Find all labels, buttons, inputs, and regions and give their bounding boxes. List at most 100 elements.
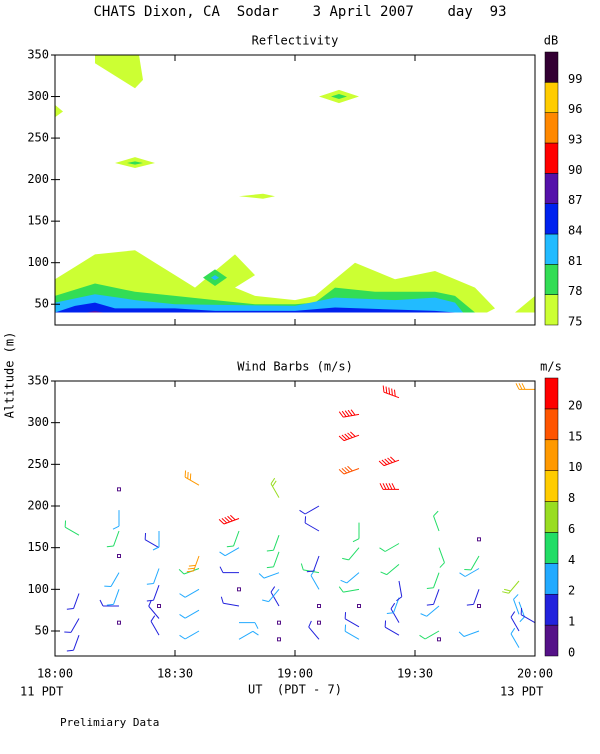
colorbar-label: 90 (568, 163, 582, 177)
wind-barb (258, 572, 280, 579)
calm-marker (477, 537, 481, 542)
reflectivity-region (55, 302, 455, 313)
reflectivity-region (515, 295, 535, 313)
wind-barb (458, 630, 480, 637)
calm-marker (317, 604, 321, 608)
wind-barb (390, 602, 400, 623)
calm-marker (117, 487, 121, 492)
wind-barb (342, 547, 360, 561)
colorbar-label: 0 (568, 646, 575, 660)
reflectivity-region (211, 275, 219, 281)
wind-barb (420, 605, 440, 617)
wind-barb (219, 547, 240, 557)
wind-barb (382, 385, 400, 399)
wind-barb (266, 551, 280, 569)
left-note: 11 PDT (20, 685, 63, 699)
wind-barb (270, 477, 280, 498)
wind-barb (513, 594, 520, 615)
calm-marker (277, 637, 281, 642)
reflectivity-region (95, 55, 143, 89)
y-tick-label: 50 (35, 624, 49, 638)
wind-barb (262, 589, 280, 603)
y-tick-label: 150 (27, 540, 49, 554)
wind-barb (386, 597, 400, 614)
calm-marker (477, 604, 481, 608)
y-tick-label: 350 (27, 48, 49, 62)
y-tick-label: 250 (27, 131, 49, 145)
wind-barb (99, 599, 119, 607)
colorbar-label: 8 (568, 491, 575, 505)
colorbar-label: 99 (568, 72, 582, 86)
wind-barb (379, 543, 400, 552)
wind-barb (146, 568, 160, 585)
y-tick-label: 50 (35, 297, 49, 311)
wind-barb (520, 607, 535, 624)
colorbar-swatch (544, 439, 559, 471)
wind-barb (396, 580, 403, 602)
wind-barb (150, 615, 160, 636)
colorbar-swatch (544, 142, 559, 174)
colorbar-label: 75 (568, 315, 582, 329)
colorbar-label: 15 (568, 429, 582, 443)
wind-barb (66, 593, 80, 610)
colorbar-label: 87 (568, 193, 582, 207)
colorbar-label: 93 (568, 133, 582, 147)
y-axis-label: Altitude (m) (3, 332, 17, 419)
calm-marker (437, 637, 441, 642)
wind-barb (338, 409, 360, 418)
wind-barb (510, 627, 520, 648)
wind-barb (220, 596, 240, 607)
wind-barb (239, 622, 259, 629)
wind-barb (308, 620, 320, 640)
wind-barb (238, 630, 259, 640)
colorbar-swatch (544, 408, 559, 441)
x-tick-label: 18:00 (37, 667, 73, 681)
reflectivity-region (127, 161, 143, 165)
wind-barb (184, 470, 200, 486)
wind-barb (338, 465, 360, 475)
wind-barb (466, 589, 480, 606)
y-tick-label: 350 (27, 374, 49, 388)
wind-barb (419, 630, 440, 640)
wind-barb (266, 534, 280, 552)
wind-barb (64, 618, 80, 633)
panel-title: Reflectivity (252, 34, 339, 48)
wind-barb (152, 531, 160, 551)
wind-barb (146, 584, 160, 602)
wind-barb (340, 572, 360, 584)
wind-barb (344, 612, 360, 628)
reflectivity-region (87, 310, 103, 313)
colorbar-label: 1 (568, 615, 575, 629)
wind-barb (379, 483, 399, 490)
colorbar-swatch (544, 593, 559, 626)
y-tick-label: 200 (27, 499, 49, 513)
colorbar-swatch (544, 112, 559, 144)
colorbar-swatch (544, 563, 559, 595)
y-tick-label: 250 (27, 457, 49, 471)
colorbar-swatch (544, 233, 559, 265)
footer: Prelimiary Data (60, 716, 159, 729)
colorbar-label: 20 (568, 398, 582, 412)
wind-barb (66, 634, 80, 652)
colorbar-label: 96 (568, 102, 582, 116)
wind-barb (179, 588, 200, 598)
wind-barb (426, 589, 440, 606)
panel-title: Wind Barbs (m/s) (237, 360, 353, 374)
wind-barb (112, 510, 120, 530)
right-note: 13 PDT (500, 685, 543, 699)
wind-barb (380, 563, 400, 576)
colorbar-label: 2 (568, 584, 575, 598)
wind-barb (510, 611, 520, 632)
y-tick-label: 300 (27, 415, 49, 429)
wind-barb (384, 620, 400, 636)
wind-barb (106, 530, 120, 548)
colorbar-swatch (544, 264, 559, 295)
wind-barb (104, 572, 120, 588)
wind-barb (299, 505, 320, 515)
wind-barb (515, 383, 535, 390)
x-tick-label: 20:00 (517, 667, 553, 681)
wind-barb (144, 532, 160, 549)
plot-area (64, 381, 535, 652)
colorbar-label: 78 (568, 284, 582, 298)
